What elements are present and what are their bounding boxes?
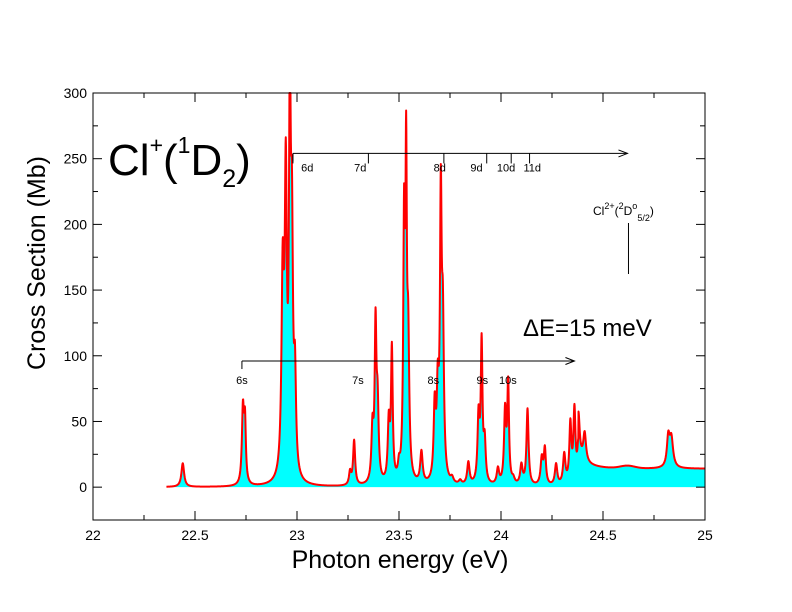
- threshold-j: 5/2: [637, 213, 650, 223]
- threshold-charge: 2+: [604, 201, 614, 211]
- resolution-label: ΔE=15 meV: [523, 315, 652, 342]
- threshold-label: Cl2+(2Do5/2): [593, 201, 654, 223]
- y-tick-label: 100: [64, 348, 88, 364]
- y-tick-label: 250: [64, 151, 88, 167]
- s-series-label: 10s: [499, 375, 517, 387]
- threshold-term: D: [624, 204, 633, 218]
- d-series-label: 7d: [354, 162, 366, 174]
- x-tick-label: 25: [697, 527, 713, 543]
- y-tick-label: 0: [79, 479, 87, 495]
- threshold-multiplicity: 2: [619, 201, 624, 211]
- ion-title-base: Cl: [108, 136, 150, 185]
- s-series-label: 6s: [236, 375, 248, 387]
- x-tick-label: 22.5: [181, 527, 208, 543]
- threshold-open: (: [615, 204, 619, 218]
- d-series-label: 10d: [497, 162, 515, 174]
- s-series-arrow-head: [565, 357, 576, 365]
- y-tick-label: 150: [64, 282, 88, 298]
- d-series-label: 11d: [523, 162, 541, 174]
- ion-title-term: D: [190, 136, 222, 185]
- ion-title-open: (: [163, 136, 178, 185]
- s-series-label: 8s: [428, 375, 440, 387]
- threshold-parity: o: [632, 201, 637, 211]
- d-series-label: 9d: [470, 162, 482, 174]
- y-tick-label: 300: [64, 85, 88, 101]
- d-series-label: 6d: [301, 162, 313, 174]
- spectrum-line: [165, 92, 706, 488]
- d-series-label: 8d: [434, 162, 446, 174]
- d-series-arrow-head: [618, 149, 629, 158]
- y-axis-title: Cross Section (Mb): [23, 156, 51, 370]
- s-series-label: 7s: [352, 375, 364, 387]
- ion-title-multiplicity: 1: [178, 132, 191, 158]
- threshold-close: ): [650, 204, 654, 218]
- threshold-ion: Cl: [593, 204, 604, 218]
- s-series-label: 9s: [477, 375, 489, 387]
- ion-title-charge: +: [150, 132, 163, 158]
- x-tick-label: 22: [85, 527, 101, 543]
- ion-title-close: ): [236, 136, 251, 185]
- x-tick-label: 24.5: [589, 527, 616, 543]
- x-axis-title: Photon energy (eV): [292, 546, 509, 574]
- x-tick-label: 24: [493, 527, 509, 543]
- ion-title-j: 2: [222, 165, 236, 193]
- data-layer: [165, 92, 706, 488]
- y-tick-label: 200: [64, 216, 88, 232]
- annotation-layer: 6d 7d 8d 9d 10d 11d 6s 7s 8s 9s 10s: [236, 149, 629, 387]
- x-tick-label: 23.5: [385, 527, 412, 543]
- y-tick-label: 50: [71, 413, 87, 429]
- ion-title: Cl+(1D2): [108, 132, 251, 193]
- x-tick-label: 23: [289, 527, 305, 543]
